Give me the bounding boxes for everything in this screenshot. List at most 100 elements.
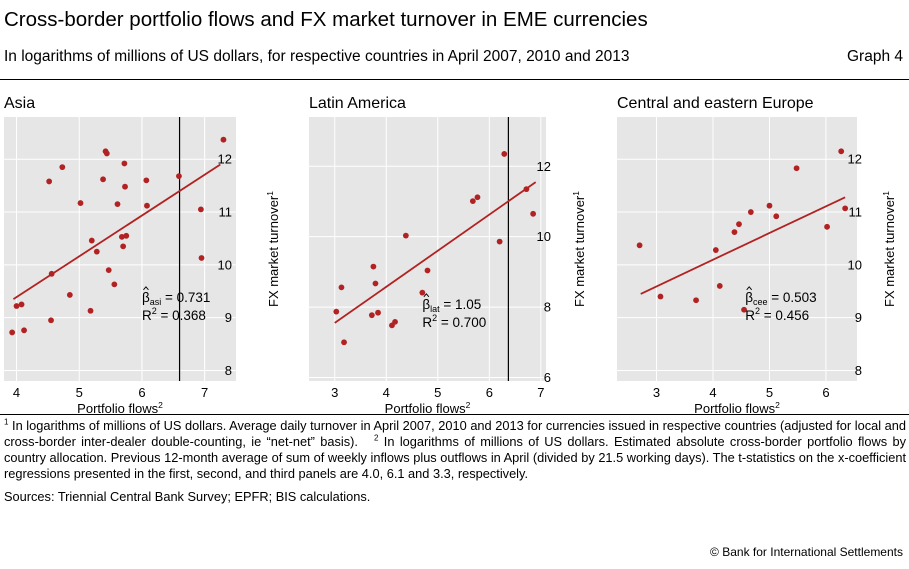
copyright: © Bank for International Settlements	[710, 545, 903, 559]
sources-note: Sources: Triennial Central Bank Survey; …	[4, 489, 371, 504]
data-point	[636, 242, 643, 249]
beta-subscript: asi	[150, 297, 162, 307]
data-point	[21, 327, 27, 334]
data-point	[121, 160, 128, 167]
y-tick-label: 12	[218, 152, 232, 167]
footnote-1-marker: 1	[4, 417, 9, 427]
data-point	[424, 267, 431, 274]
graph-number: Graph 4	[846, 48, 903, 65]
data-point	[48, 317, 54, 324]
x-axis-label-sup: 2	[158, 400, 163, 410]
data-point	[372, 280, 379, 287]
data-point	[100, 176, 106, 183]
r2-superscript: 2	[152, 306, 157, 316]
beta-symbol: β	[142, 290, 150, 305]
data-point	[824, 223, 830, 230]
data-point	[741, 306, 747, 313]
r2-value: = 0.456	[760, 308, 809, 323]
data-point	[122, 183, 128, 190]
panel-title: Latin America	[309, 95, 406, 112]
data-point	[176, 173, 182, 180]
r2-superscript: 2	[432, 313, 437, 323]
beta-symbol: β	[745, 290, 753, 305]
x-axis-label-sup: 2	[775, 400, 780, 410]
x-axis-label-sup: 2	[466, 400, 471, 410]
data-point	[114, 201, 121, 208]
y-axis-label: FX market turnover1	[265, 191, 281, 307]
x-axis-label: Portfolio flows2	[385, 400, 471, 414]
data-point	[773, 213, 780, 220]
r2-annotation: R2 = 0.456	[745, 306, 809, 323]
beta-value: = 0.503	[767, 290, 816, 305]
data-point	[341, 339, 347, 346]
y-tick-label: 11	[849, 205, 863, 220]
x-tick-label: 3	[331, 385, 338, 400]
data-point	[693, 297, 699, 304]
data-point	[712, 247, 719, 253]
data-point	[88, 237, 95, 244]
y-tick-label: 9	[225, 310, 232, 325]
footnotes: 1 In logarithms of millions of US dollar…	[4, 418, 906, 482]
data-point	[66, 292, 73, 298]
r2-value: = 0.700	[437, 315, 486, 330]
data-point	[93, 248, 100, 255]
y-axis-label-text: FX market turnover	[882, 195, 897, 307]
data-point	[123, 232, 130, 239]
data-point	[496, 238, 503, 245]
y-tick-label: 10	[218, 257, 232, 272]
x-axis-label-text: Portfolio flows	[77, 401, 158, 414]
x-tick-label: 6	[138, 385, 145, 400]
data-point	[105, 267, 112, 274]
footnote-2-marker: 2	[373, 433, 379, 443]
beta-symbol: β	[422, 297, 430, 312]
data-point	[18, 301, 25, 308]
x-tick-label: 3	[653, 385, 660, 400]
y-axis-label-sup: 1	[571, 191, 581, 196]
header-rule	[0, 79, 909, 80]
data-point	[793, 165, 800, 172]
beta-hat	[143, 286, 149, 291]
data-point	[474, 194, 481, 201]
r2-label: R	[745, 308, 755, 323]
beta-annotation: βcee = 0.503	[745, 290, 816, 307]
plot-area	[4, 117, 236, 381]
data-point	[766, 202, 773, 209]
y-tick-label: 11	[219, 205, 233, 220]
beta-annotation: βlat = 1.05	[422, 297, 481, 314]
data-point	[13, 303, 20, 309]
x-tick-label: 5	[766, 385, 773, 400]
regression-line	[640, 196, 846, 295]
data-point	[87, 307, 94, 314]
y-axis-label: FX market turnover1	[881, 191, 897, 307]
data-point	[838, 148, 845, 155]
x-axis-label: Portfolio flows2	[694, 400, 780, 414]
y-axis-label-text: FX market turnover	[572, 195, 587, 307]
x-tick-label: 6	[486, 385, 493, 400]
x-tick-label: 4	[383, 385, 390, 400]
x-tick-label: 5	[434, 385, 441, 400]
y-axis-label-text: FX market turnover	[266, 195, 281, 307]
regression-line	[334, 181, 537, 324]
data-point	[842, 205, 849, 212]
r2-annotation: R2 = 0.700	[422, 313, 486, 330]
y-tick-label: 8	[544, 300, 551, 315]
footnote-1: In logarithms of millions of US dollars.…	[4, 418, 906, 449]
beta-hat	[746, 286, 753, 291]
beta-subscript: lat	[430, 304, 440, 314]
y-tick-label: 8	[855, 363, 862, 378]
chart-subtitle: In logarithms of millions of US dollars,…	[4, 48, 630, 65]
data-point	[402, 232, 409, 239]
y-tick-label: 9	[855, 310, 862, 325]
data-point	[46, 178, 53, 185]
x-axis-label: Portfolio flows2	[77, 400, 163, 414]
data-point	[716, 283, 723, 289]
data-point	[523, 186, 530, 193]
footer-rule	[0, 414, 909, 415]
data-point	[103, 150, 110, 157]
chart-title: Cross-border portfolio flows and FX mark…	[4, 8, 648, 31]
data-point	[657, 293, 664, 300]
y-axis-label-sup: 1	[265, 191, 275, 196]
x-tick-label: 4	[709, 385, 716, 400]
r2-value: = 0.368	[157, 308, 206, 323]
